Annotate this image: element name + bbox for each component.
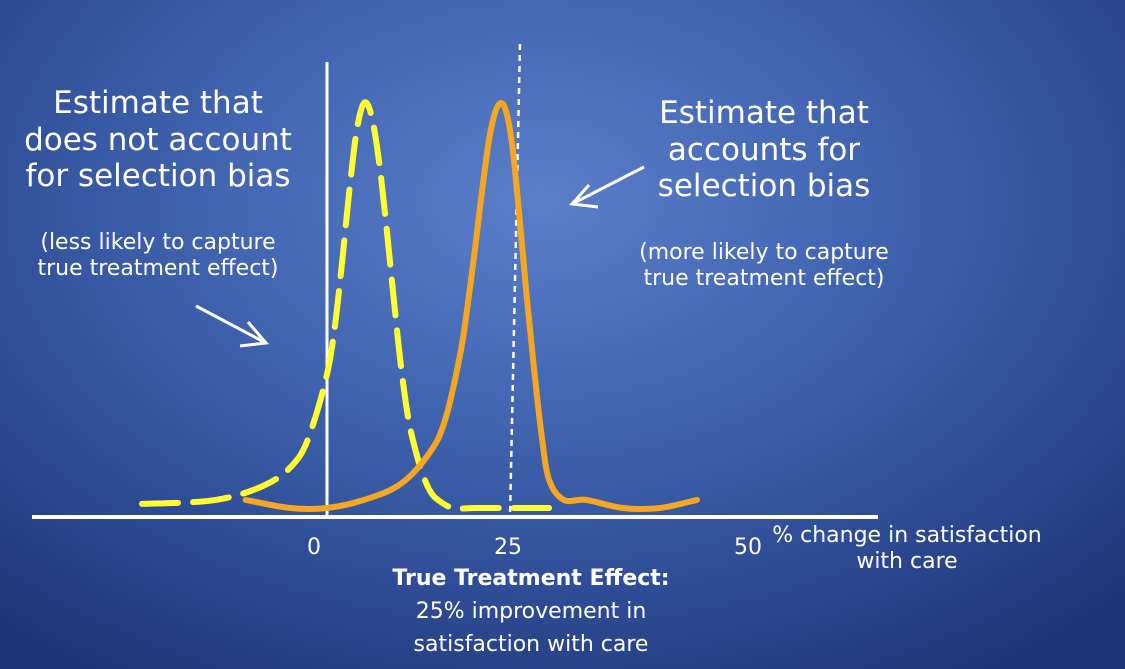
left-arrow — [195, 304, 269, 348]
right-note-line: (more likely to capture — [639, 240, 889, 265]
left-estimate-title: Estimate that does not account for selec… — [8, 85, 308, 195]
right-note-line: true treatment effect) — [643, 265, 885, 291]
x-axis-label-line: with care — [856, 548, 958, 574]
adjusted-estimate-curve — [242, 100, 700, 513]
right-estimate-title: Estimate that accounts for selection bia… — [614, 95, 914, 205]
right-title-line: accounts for — [667, 131, 861, 168]
x-tick-50: 50 — [734, 535, 762, 560]
left-title-line: does not account — [24, 121, 292, 158]
true-effect-line — [508, 43, 522, 518]
right-arrow — [568, 165, 645, 209]
true-effect-caption: True Treatment Effect: 25% improvement i… — [378, 562, 684, 661]
right-title-line: selection bias — [657, 168, 871, 205]
left-note-line: true treatment effect) — [37, 255, 279, 281]
right-estimate-note: (more likely to capture true treatment e… — [614, 240, 914, 292]
left-title-line: for selection bias — [25, 158, 291, 195]
right-title-line: Estimate that — [659, 95, 869, 131]
left-title-line: Estimate that — [53, 85, 263, 121]
x-axis-label: % change in satisfaction with care — [772, 523, 1042, 575]
true-effect-title: True Treatment Effect: — [392, 566, 670, 591]
true-effect-line: 25% improvement in — [415, 599, 647, 624]
unadjusted-estimate-curve — [139, 99, 552, 512]
left-note-line: (less likely to capture — [40, 230, 276, 255]
left-estimate-note: (less likely to capture true treatment e… — [8, 230, 308, 282]
true-effect-line: satisfaction with care — [413, 632, 649, 657]
x-axis-label-line: % change in satisfaction — [772, 523, 1042, 548]
x-tick-25: 25 — [494, 535, 522, 560]
x-tick-0: 0 — [307, 535, 321, 560]
